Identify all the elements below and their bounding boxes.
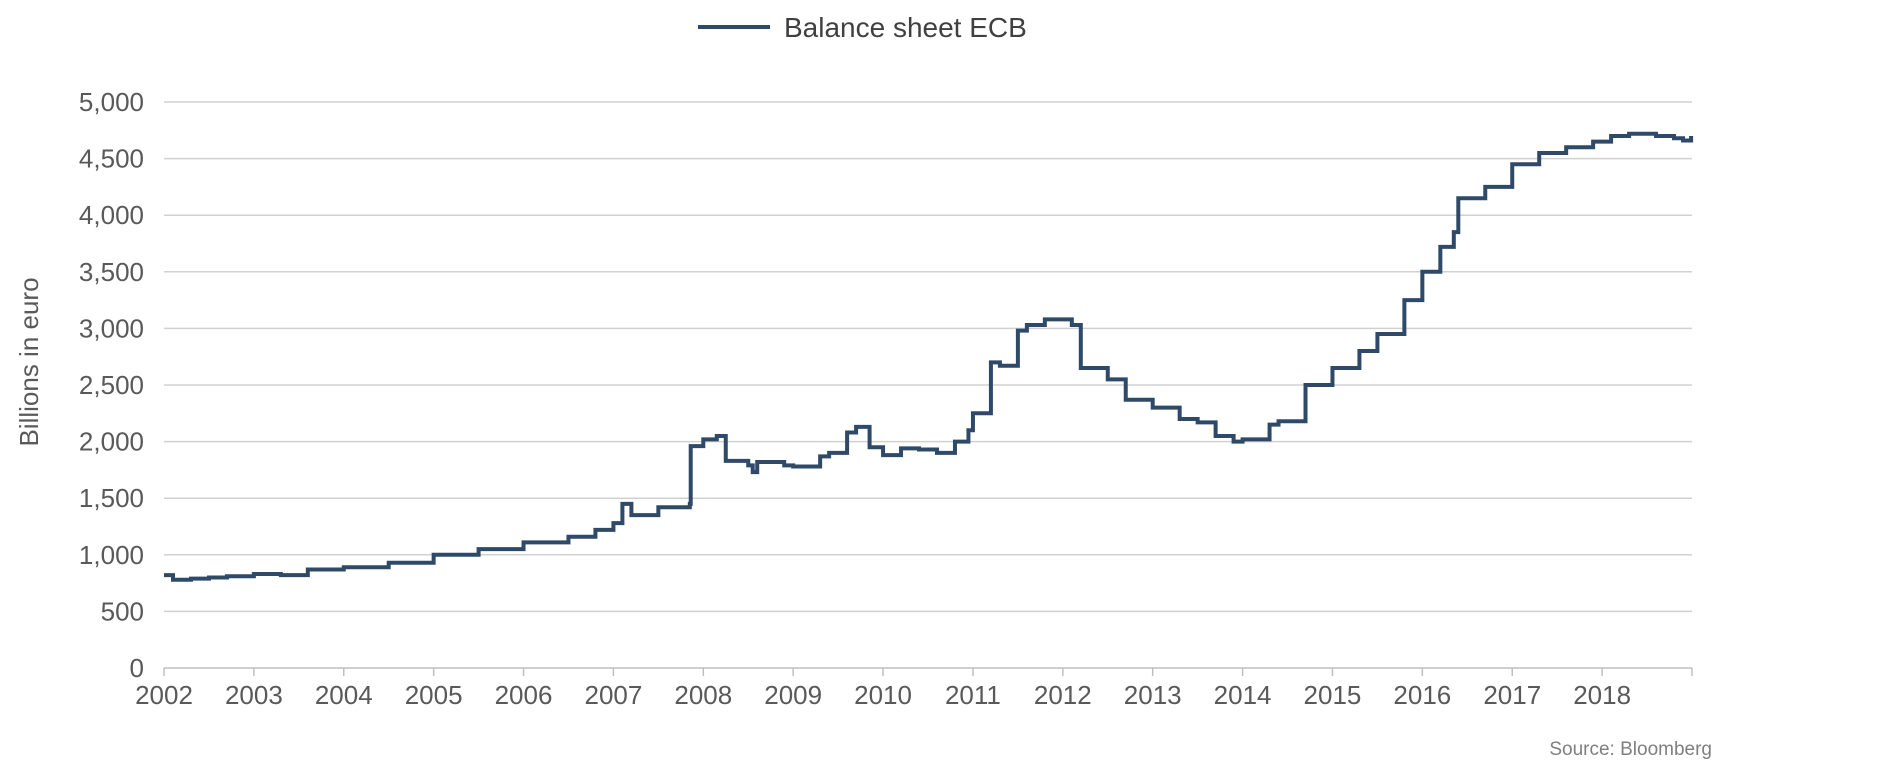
y-tick-label: 5,000 (79, 87, 144, 117)
x-tick-label: 2012 (1034, 680, 1092, 710)
y-tick-label: 4,000 (79, 200, 144, 230)
x-tick-label: 2006 (495, 680, 553, 710)
x-tick-label: 2015 (1304, 680, 1362, 710)
y-tick-label: 3,000 (79, 313, 144, 343)
y-tick-label: 500 (101, 596, 144, 626)
x-tick-label: 2010 (854, 680, 912, 710)
source-note: Source: Bloomberg (1549, 739, 1712, 760)
y-tick-label: 3,500 (79, 257, 144, 287)
y-tick-label: 2,000 (79, 427, 144, 457)
y-tick-label: 1,000 (79, 540, 144, 570)
y-tick-label: 2,500 (79, 370, 144, 400)
x-tick-label: 2017 (1483, 680, 1541, 710)
x-tick-label: 2002 (135, 680, 193, 710)
legend: Balance sheet ECB (698, 12, 1027, 43)
y-tick-label: 0 (130, 653, 144, 683)
series-line (164, 131, 1694, 582)
x-tick-label: 2013 (1124, 680, 1182, 710)
x-tick-label: 2011 (945, 680, 1001, 710)
x-tick-label: 2004 (315, 680, 373, 710)
x-tick-label: 2018 (1573, 680, 1631, 710)
x-tick-label: 2009 (764, 680, 822, 710)
y-tick-label: 4,500 (79, 144, 144, 174)
series-group (164, 131, 1694, 582)
x-tick-label: 2014 (1214, 680, 1272, 710)
y-tick-labels: 0 500 1,000 1,500 2,000 2,500 3,000 3,500 4,000 4… (79, 87, 144, 683)
x-axis (163, 667, 1693, 676)
y-tick-label: 1,500 (79, 483, 144, 513)
gridlines (164, 101, 1692, 613)
x-tick-label: 2007 (584, 680, 642, 710)
legend-label: Balance sheet ECB (784, 12, 1027, 43)
x-tick-label: 2003 (225, 680, 283, 710)
y-axis-title: Billions in euro (14, 277, 44, 446)
x-tick-label: 2008 (674, 680, 732, 710)
x-tick-labels: 2002 2003 2004 2005 2006 2007 2008 2009 2010 2011… (135, 680, 1631, 710)
x-tick-label: 2005 (405, 680, 463, 710)
x-tick-label: 2016 (1393, 680, 1451, 710)
